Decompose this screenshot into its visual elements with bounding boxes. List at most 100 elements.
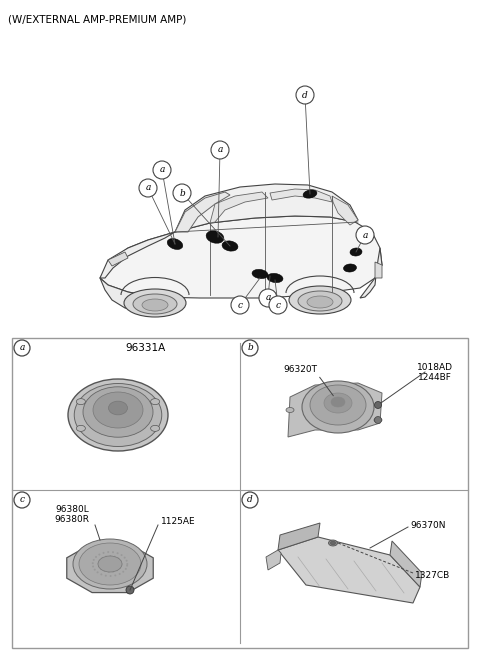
Polygon shape [175,192,230,232]
Ellipse shape [83,387,153,437]
Circle shape [120,560,122,562]
Ellipse shape [298,291,342,311]
Ellipse shape [307,296,333,308]
Circle shape [110,559,112,561]
Circle shape [173,184,191,202]
Ellipse shape [303,190,317,198]
Ellipse shape [328,540,337,546]
Circle shape [97,562,99,564]
Circle shape [112,551,114,553]
Bar [12,338,468,648]
Circle shape [112,571,114,573]
Text: 1327CB: 1327CB [415,571,450,579]
Circle shape [114,564,117,566]
Circle shape [231,296,249,314]
Circle shape [114,556,116,558]
Circle shape [120,563,122,565]
Text: c: c [20,495,24,504]
Circle shape [101,557,103,559]
Ellipse shape [124,289,186,317]
Ellipse shape [267,274,283,283]
Circle shape [103,552,105,554]
Circle shape [104,561,106,563]
Circle shape [117,552,119,554]
Text: b: b [179,188,185,197]
Polygon shape [360,248,382,298]
Circle shape [139,179,157,197]
Circle shape [114,575,116,577]
Ellipse shape [310,385,366,425]
Ellipse shape [350,248,362,256]
Polygon shape [266,550,281,570]
Polygon shape [108,252,128,266]
Circle shape [104,570,106,572]
Circle shape [259,289,277,307]
Circle shape [153,161,171,179]
Text: 96320T: 96320T [283,365,317,375]
Polygon shape [278,523,320,550]
Circle shape [211,141,229,159]
Ellipse shape [74,384,162,447]
Circle shape [122,571,124,573]
Polygon shape [100,278,160,315]
Text: 1018AD: 1018AD [417,363,453,373]
Circle shape [116,569,118,571]
Circle shape [108,567,110,569]
Circle shape [14,340,30,356]
Polygon shape [270,189,332,202]
Text: a: a [362,230,368,239]
Text: 96380L: 96380L [55,506,89,514]
Ellipse shape [344,264,357,272]
Text: 1125AE: 1125AE [161,516,195,525]
Circle shape [93,559,95,561]
Polygon shape [375,262,382,278]
Polygon shape [100,216,382,298]
Circle shape [92,565,94,567]
Ellipse shape [286,407,294,413]
Circle shape [242,340,258,356]
Ellipse shape [142,299,168,311]
Circle shape [94,569,96,571]
Circle shape [114,560,116,563]
Polygon shape [100,232,175,278]
Ellipse shape [168,239,183,249]
Circle shape [95,556,97,558]
Circle shape [374,401,382,409]
Polygon shape [278,537,420,603]
Circle shape [105,566,107,568]
Circle shape [98,554,100,556]
Text: 96380R: 96380R [55,516,89,525]
Circle shape [117,558,120,560]
Polygon shape [210,192,268,223]
Circle shape [125,568,127,570]
Circle shape [119,573,120,575]
Circle shape [108,571,110,573]
Circle shape [115,563,117,565]
Ellipse shape [374,417,382,422]
Text: a: a [145,184,151,192]
Circle shape [120,554,122,556]
Circle shape [119,567,121,569]
Ellipse shape [108,401,128,415]
Circle shape [269,296,287,314]
Ellipse shape [289,286,351,314]
Text: a: a [159,165,165,174]
Polygon shape [390,541,422,587]
Circle shape [112,566,114,568]
Circle shape [107,551,109,553]
Circle shape [126,563,128,565]
Text: c: c [238,300,242,310]
Circle shape [126,560,128,562]
Circle shape [98,565,100,567]
Ellipse shape [79,543,141,585]
Circle shape [356,226,374,244]
Circle shape [124,557,126,559]
Circle shape [14,492,30,508]
Circle shape [100,573,102,575]
Circle shape [109,555,111,557]
Text: a: a [19,344,24,352]
Ellipse shape [151,425,160,432]
Circle shape [103,564,105,565]
Polygon shape [175,184,358,232]
Circle shape [120,564,122,566]
